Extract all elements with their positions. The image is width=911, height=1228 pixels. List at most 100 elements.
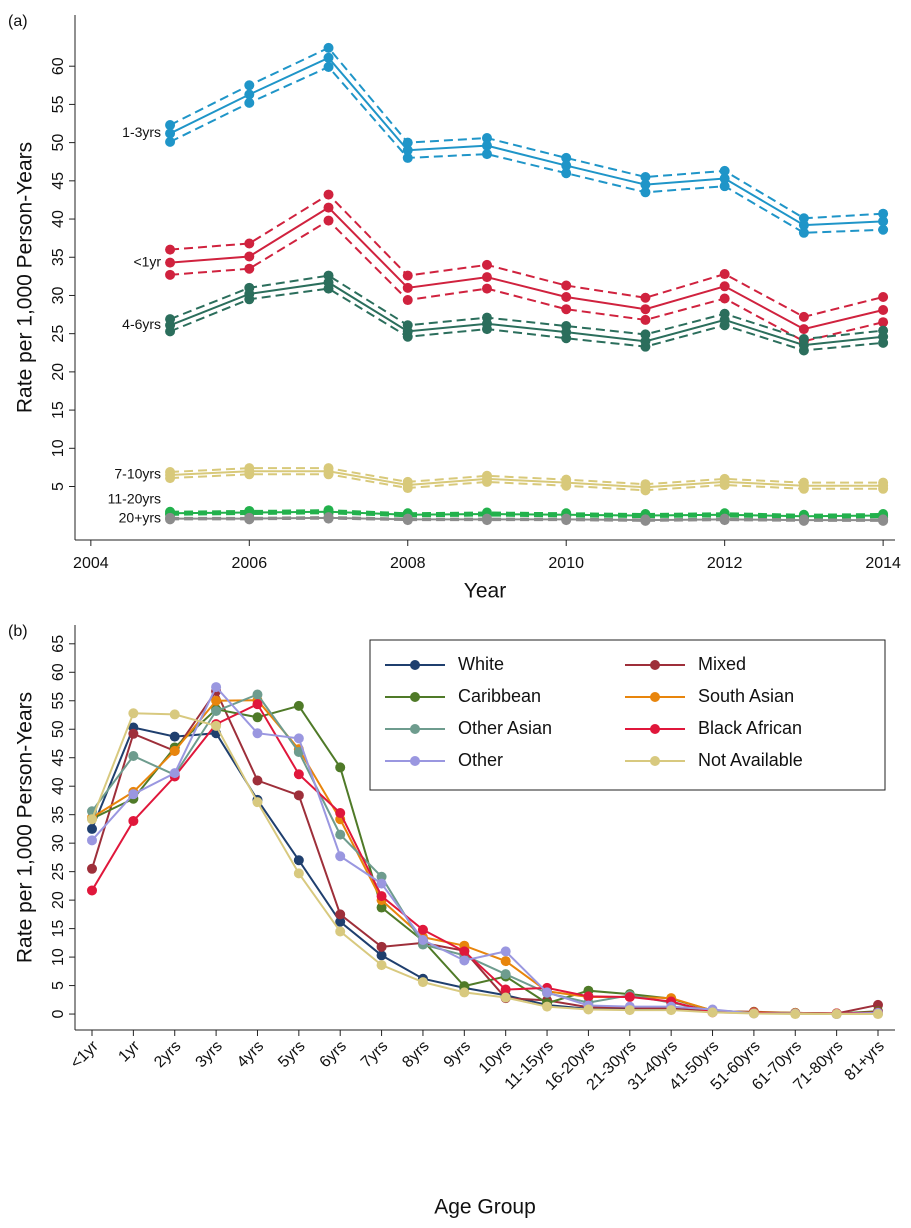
point (561, 327, 572, 338)
point (748, 1008, 759, 1019)
y-tick-label: 40 (50, 210, 67, 228)
y-tick-label: 20 (50, 363, 67, 381)
point (335, 851, 346, 862)
point (500, 992, 511, 1003)
point (878, 224, 889, 235)
point (640, 292, 651, 303)
point (640, 515, 651, 526)
legend-marker (650, 756, 660, 766)
point (719, 476, 730, 487)
point (640, 482, 651, 493)
x-tick-label: 81+yrs (842, 1038, 888, 1084)
y-tick-label: 25 (50, 325, 67, 343)
point (561, 280, 572, 291)
point (666, 1005, 677, 1016)
point (323, 466, 334, 477)
point (707, 1007, 718, 1018)
point (798, 324, 809, 335)
point (252, 699, 263, 710)
point (878, 515, 889, 526)
point (878, 480, 889, 491)
point (459, 987, 470, 998)
point (561, 304, 572, 315)
point (583, 1004, 594, 1015)
point (293, 733, 304, 744)
legend-marker (650, 724, 660, 734)
point (719, 293, 730, 304)
point (211, 706, 222, 717)
y-tick-label: 20 (50, 891, 67, 909)
point (640, 187, 651, 198)
y-tick-label: 30 (50, 286, 67, 304)
point (335, 909, 346, 920)
point (798, 515, 809, 526)
point (402, 270, 413, 281)
y-tick-label: 15 (50, 401, 67, 419)
series-line (169, 65, 884, 234)
point (128, 815, 139, 826)
point (376, 941, 387, 952)
point (244, 251, 255, 262)
point (87, 885, 97, 896)
point (293, 855, 304, 866)
y-tick-label: 45 (50, 172, 67, 190)
point (481, 514, 492, 525)
point (459, 946, 470, 957)
point (323, 277, 334, 288)
point (165, 513, 176, 524)
point (165, 244, 176, 255)
x-tick-label: 8yrs (399, 1038, 432, 1071)
point (323, 61, 334, 72)
point (335, 807, 346, 818)
series-line (170, 512, 884, 519)
y-tick-label: 60 (50, 663, 67, 681)
y-tick-label: 35 (50, 248, 67, 266)
y-tick-label: 55 (50, 95, 67, 113)
series-line (169, 56, 884, 227)
point (169, 768, 180, 779)
series-line (170, 470, 884, 489)
y-tick-label: 30 (50, 834, 67, 852)
point (402, 152, 413, 163)
series-line (169, 206, 884, 331)
x-tick-label: 4yrs (234, 1038, 267, 1071)
point (561, 514, 572, 525)
point (500, 946, 511, 957)
point (87, 863, 97, 874)
point (165, 269, 176, 280)
series-line (170, 473, 884, 492)
x-tick-label: 5yrs (275, 1038, 308, 1071)
point (402, 514, 413, 525)
series-line (169, 46, 884, 220)
point (376, 950, 387, 961)
point (481, 140, 492, 151)
point (402, 282, 413, 293)
point (323, 202, 334, 213)
x-axis-title: Year (464, 580, 506, 603)
point (417, 924, 428, 935)
point (211, 695, 222, 706)
point (500, 984, 511, 995)
point (481, 149, 492, 160)
point (417, 977, 428, 988)
x-tick-label: 7yrs (358, 1038, 391, 1071)
point (798, 227, 809, 238)
point (293, 700, 304, 711)
point (376, 960, 387, 971)
legend-marker (410, 724, 420, 734)
point (211, 720, 222, 731)
point (169, 709, 180, 720)
point (583, 991, 594, 1002)
x-tick-label: 3yrs (193, 1038, 226, 1071)
point (244, 466, 255, 477)
point (878, 291, 889, 302)
point (165, 470, 176, 481)
point (244, 80, 255, 91)
x-axis-title: Age Group (434, 1196, 536, 1219)
point (402, 295, 413, 306)
series-annotation: 1-3yrs (122, 124, 161, 140)
y-tick-label: 35 (50, 806, 67, 824)
point (165, 120, 176, 131)
point (417, 935, 428, 945)
